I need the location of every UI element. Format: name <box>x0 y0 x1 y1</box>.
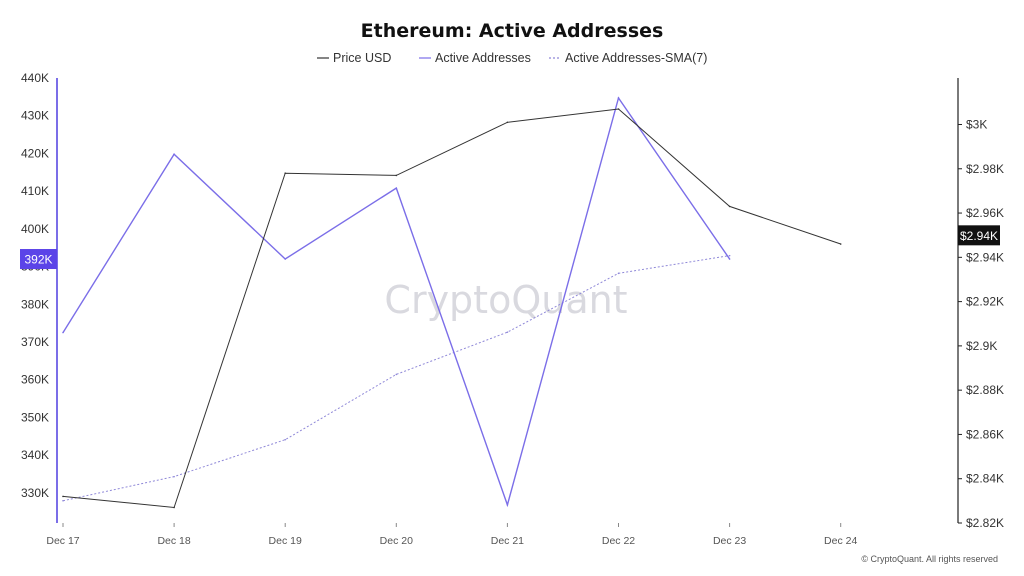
legend: Price USD Active Addresses Active Addresse… <box>317 51 707 65</box>
x-tick-label: Dec 19 <box>269 535 302 547</box>
data-point <box>617 108 620 110</box>
data-point <box>173 506 175 509</box>
left-value-badge <box>20 249 57 270</box>
left-tick-label: 340K <box>21 448 49 462</box>
left-value-badge-text: 392K <box>24 253 52 267</box>
left-tick-label: 440K <box>21 71 49 85</box>
data-point <box>62 495 64 498</box>
data-point <box>395 187 398 189</box>
x-tick-label: Dec 21 <box>491 535 524 547</box>
data-point <box>617 97 620 99</box>
axes: 330K340K350K360K370K380K390K400K410K420K… <box>21 71 1004 547</box>
x-tick-label: Dec 24 <box>824 535 857 547</box>
data-point <box>728 205 731 208</box>
right-value-badge <box>958 225 1000 246</box>
data-point <box>506 121 509 124</box>
x-tick-label: Dec 18 <box>157 535 190 547</box>
legend-label: Active Addresses-SMA(7) <box>565 51 707 65</box>
data-point <box>284 258 287 260</box>
right-tick-label: $3K <box>966 117 987 131</box>
legend-label: Price USD <box>333 51 391 65</box>
right-tick-label: $2.82K <box>966 516 1004 530</box>
data-point <box>395 174 398 177</box>
data-point <box>284 172 287 174</box>
left-tick-label: 410K <box>21 184 49 198</box>
data-point <box>173 153 175 155</box>
data-point <box>617 272 620 275</box>
left-tick-label: 370K <box>21 335 49 349</box>
right-tick-label: $2.98K <box>966 162 1004 176</box>
right-tick-label: $2.86K <box>966 427 1004 441</box>
x-tick-label: Dec 20 <box>380 535 413 547</box>
data-point <box>506 504 509 506</box>
data-point <box>395 373 398 376</box>
data-point <box>284 438 287 441</box>
series-line-price-usd <box>62 108 841 509</box>
left-tick-label: 360K <box>21 373 49 387</box>
left-tick-label: 420K <box>21 146 49 160</box>
right-tick-label: $2.92K <box>966 295 1004 309</box>
left-tick-label: 380K <box>21 297 49 311</box>
value-badges: 392K $2.94K <box>20 225 1000 270</box>
data-point <box>506 331 509 333</box>
left-tick-label: 350K <box>21 410 49 424</box>
right-tick-label: $2.88K <box>966 383 1004 397</box>
right-value-badge-text: $2.94K <box>960 229 998 243</box>
right-tick-label: $2.9K <box>966 339 997 353</box>
right-tick-label: $2.96K <box>966 206 1004 220</box>
watermark: CryptoQuant <box>384 278 627 322</box>
credit-text: © CryptoQuant. All rights reserved <box>861 554 998 564</box>
x-tick-label: Dec 17 <box>46 535 79 547</box>
right-tick-label: $2.84K <box>966 472 1004 486</box>
series-lines <box>62 96 842 509</box>
x-tick-label: Dec 22 <box>602 535 635 547</box>
data-point <box>62 331 64 334</box>
data-point <box>728 258 731 260</box>
data-point <box>62 499 64 502</box>
data-point <box>173 475 175 478</box>
data-point <box>839 243 842 245</box>
left-tick-label: 430K <box>21 109 49 123</box>
left-tick-label: 330K <box>21 486 49 500</box>
right-tick-label: $2.94K <box>966 250 1004 264</box>
left-tick-label: 400K <box>21 222 49 236</box>
data-point <box>728 254 731 257</box>
x-tick-label: Dec 23 <box>713 535 746 547</box>
chart-title: Ethereum: Active Addresses <box>361 20 664 42</box>
legend-label: Active Addresses <box>435 51 531 65</box>
